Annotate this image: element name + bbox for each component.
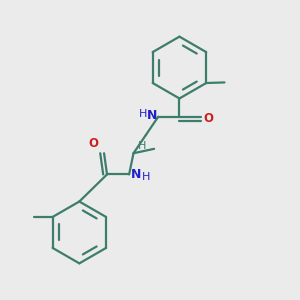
Text: H: H xyxy=(138,141,147,151)
Text: N: N xyxy=(130,168,141,181)
Text: O: O xyxy=(203,112,213,125)
Text: H: H xyxy=(142,172,150,182)
Text: N: N xyxy=(147,109,158,122)
Text: O: O xyxy=(89,137,99,150)
Text: H: H xyxy=(139,109,147,119)
